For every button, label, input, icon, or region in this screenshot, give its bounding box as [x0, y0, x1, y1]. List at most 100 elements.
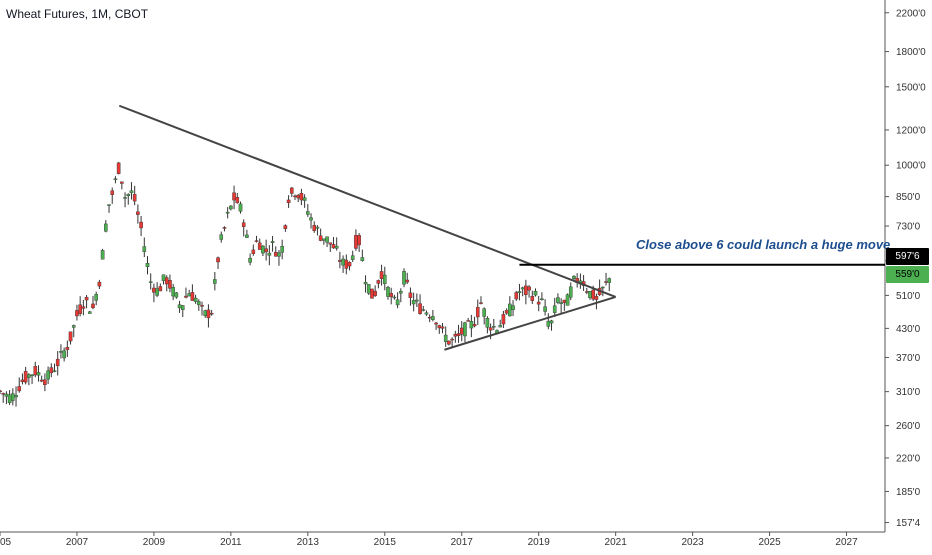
candle	[463, 322, 467, 337]
candle	[447, 340, 451, 345]
candle	[62, 350, 66, 359]
candle	[187, 293, 191, 297]
candle	[257, 242, 262, 250]
candle	[386, 286, 390, 297]
candle	[216, 257, 220, 263]
candle	[148, 281, 153, 283]
y-tick-label: 1500'0	[896, 82, 926, 93]
candle	[411, 300, 416, 305]
y-tick-label: 185'0	[896, 487, 921, 498]
candle	[594, 295, 599, 300]
candle	[331, 244, 336, 249]
candle	[180, 305, 185, 310]
candle	[245, 234, 249, 238]
candle	[347, 262, 352, 267]
candle	[91, 303, 95, 309]
candle	[549, 320, 554, 324]
candle	[155, 288, 159, 296]
x-tick-label: 2009	[143, 537, 166, 548]
candle	[1, 393, 6, 395]
candle	[382, 274, 387, 284]
candle	[222, 227, 227, 229]
candle	[517, 291, 522, 294]
candle	[129, 190, 134, 194]
candle	[65, 347, 70, 350]
candle	[588, 291, 592, 298]
candle	[501, 314, 506, 325]
candle	[261, 245, 265, 254]
candle	[418, 303, 422, 314]
y-tick-label: 730'0	[896, 222, 921, 233]
candle	[161, 274, 166, 281]
y-tick-label: 1200'0	[896, 125, 926, 136]
candle	[565, 294, 570, 306]
candle	[107, 204, 111, 206]
candle	[100, 250, 105, 260]
candle	[556, 297, 560, 303]
candle	[126, 194, 131, 197]
candle	[139, 221, 143, 229]
candle	[328, 242, 333, 245]
candle	[132, 194, 137, 202]
x-tick-label: 2021	[605, 537, 628, 548]
candle	[456, 333, 461, 336]
y-tick-label: 310'0	[896, 387, 921, 398]
candle	[408, 292, 413, 298]
x-tick-label: 2017	[451, 537, 474, 548]
candle	[524, 285, 528, 295]
candle	[30, 374, 34, 377]
candle	[453, 334, 458, 337]
candle	[94, 294, 98, 301]
last-price-tag: 559'0	[886, 266, 929, 283]
candle	[264, 248, 268, 253]
candle	[123, 197, 127, 199]
candle	[450, 338, 454, 341]
candle	[318, 235, 323, 241]
x-tick-label: 2007	[66, 537, 89, 548]
candle	[164, 277, 169, 285]
candle	[235, 197, 240, 204]
candle	[482, 308, 486, 317]
candle	[530, 296, 535, 301]
candle	[584, 291, 589, 293]
candle	[289, 187, 294, 194]
candle	[68, 331, 73, 342]
candle	[536, 301, 541, 305]
y-tick-label: 850'0	[896, 192, 921, 203]
candle	[110, 190, 115, 195]
candle	[267, 252, 272, 256]
candle	[14, 395, 18, 398]
resistance-price-tag: 597'6	[886, 248, 929, 265]
y-tick-label: 1000'0	[896, 161, 926, 172]
candle	[59, 351, 63, 353]
candle	[543, 306, 547, 312]
candle	[392, 296, 397, 299]
candle	[360, 257, 365, 261]
candle	[389, 293, 393, 297]
candle	[203, 310, 208, 317]
candle	[81, 306, 86, 309]
candle	[52, 370, 57, 372]
y-tick-label: 1800'0	[896, 47, 926, 58]
candle	[20, 379, 25, 382]
candle	[395, 299, 400, 306]
candle	[437, 325, 442, 329]
candle	[84, 297, 89, 301]
x-tick-label: 2025	[758, 537, 781, 548]
candle	[334, 245, 339, 249]
candle	[177, 304, 182, 309]
candle	[251, 249, 256, 254]
y-tick-label: 2200'0	[896, 8, 926, 19]
candle	[604, 281, 608, 283]
candle	[254, 240, 259, 242]
y-tick-label: 157'4	[896, 518, 921, 529]
descending-trendline	[118, 104, 617, 298]
x-tick-label: 2023	[681, 537, 704, 548]
candle	[350, 255, 355, 260]
candle	[559, 302, 563, 304]
candle	[302, 197, 307, 201]
candle	[402, 271, 406, 285]
candle	[514, 292, 519, 300]
